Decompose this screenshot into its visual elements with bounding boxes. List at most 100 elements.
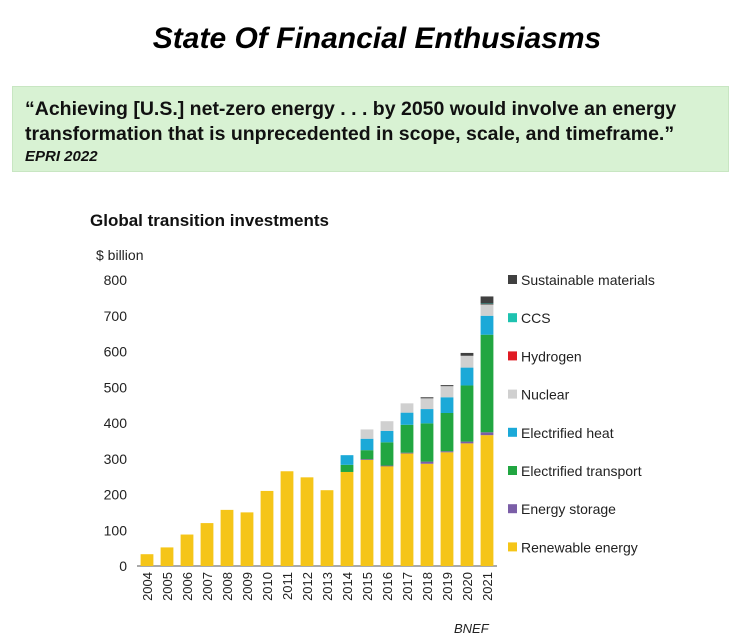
bar-segment-electrified-heat	[380, 430, 394, 443]
bar-segment-renewable-energy	[320, 490, 334, 566]
bar-segment-renewable-energy	[180, 534, 194, 566]
bar-segment-sustainable-materials	[460, 352, 474, 356]
bar-segment-energy-storage	[440, 451, 454, 453]
bar-segment-renewable-energy	[200, 523, 214, 566]
legend-swatch	[508, 275, 517, 284]
bar-segment-renewable-energy	[360, 459, 374, 566]
bar-segment-renewable-energy	[160, 547, 174, 566]
legend-swatch	[508, 313, 517, 323]
x-tick-label: 2006	[180, 572, 195, 601]
legend-label: Electrified transport	[521, 463, 642, 479]
y-axis-label: $ billion	[96, 247, 143, 263]
bar-segment-energy-storage	[360, 459, 374, 460]
quote-text: “Achieving [U.S.] net-zero energy . . . …	[25, 98, 677, 145]
chart-container: Global transition investments $ billion 0 1…	[0, 190, 754, 643]
legend-swatch	[508, 389, 517, 399]
stacked-bar-chart: Global transition investments $ billion 0 1…	[90, 211, 655, 636]
x-tick-label: 2008	[220, 572, 235, 601]
legend-label: Nuclear	[521, 387, 570, 403]
bar-segment-electrified-transport	[460, 385, 474, 442]
bar-segment-energy-storage	[380, 465, 394, 467]
bar-segment-electrified-transport	[400, 424, 414, 453]
bar-segment-renewable-energy	[240, 512, 254, 566]
bar-segment-electrified-heat	[420, 409, 434, 424]
bar-segment-electrified-transport	[340, 464, 354, 472]
chart-title: Global transition investments	[90, 211, 329, 230]
x-tick-label: 2018	[420, 572, 435, 601]
bar-segment-nuclear	[480, 304, 494, 316]
y-tick-label: 100	[104, 522, 128, 538]
bar-segment-renewable-energy	[260, 490, 274, 566]
bar-segment-electrified-heat	[480, 315, 494, 335]
bar-segment-electrified-heat	[460, 367, 474, 386]
bar-segment-nuclear	[420, 398, 434, 410]
bar-segment-nuclear	[460, 355, 474, 368]
bar-segment-energy-storage	[480, 432, 494, 436]
y-tick-label: 700	[104, 308, 128, 324]
bar-segment-electrified-heat	[340, 455, 354, 465]
legend-label: Energy storage	[521, 501, 616, 517]
bar-segment-sustainable-materials	[480, 296, 494, 304]
y-tick-label: 400	[104, 415, 128, 431]
x-tick-label: 2007	[200, 572, 215, 601]
bar-segment-renewable-energy	[440, 452, 454, 566]
quote-box: “Achieving [U.S.] net-zero energy . . . …	[12, 86, 729, 172]
legend-swatch	[508, 542, 517, 552]
y-tick-label: 800	[104, 272, 128, 288]
bar-segment-electrified-transport	[440, 412, 454, 452]
y-tick-label: 500	[104, 379, 128, 395]
x-tick-label: 2012	[300, 572, 315, 601]
bar-segment-renewable-energy	[300, 477, 314, 566]
quote-source: EPRI 2022	[25, 148, 98, 165]
bar-segment-electrified-transport	[480, 334, 494, 433]
legend-label: Sustainable materials	[521, 272, 655, 288]
x-tick-label: 2016	[380, 572, 395, 601]
chart-source: BNEF	[454, 621, 490, 636]
bar-segment-renewable-energy	[220, 509, 234, 566]
bar-segment-renewable-energy	[420, 463, 434, 566]
y-tick-label: 0	[119, 558, 127, 574]
bar-segment-nuclear	[400, 403, 414, 413]
bar-segment-electrified-transport	[380, 442, 394, 466]
bar-segment-energy-storage	[420, 461, 434, 464]
legend-label: Hydrogen	[521, 348, 582, 364]
bar-segment-renewable-energy	[460, 443, 474, 566]
x-tick-label: 2013	[320, 572, 335, 601]
y-tick-label: 200	[104, 487, 128, 503]
bar-segment-nuclear	[380, 421, 394, 431]
bar-segment-electrified-transport	[360, 450, 374, 460]
bar-segment-renewable-energy	[280, 471, 294, 566]
bar-segment-nuclear	[440, 386, 454, 398]
bar-segment-energy-storage	[400, 452, 414, 454]
bar-segment-renewable-energy	[380, 465, 394, 566]
x-tick-label: 2005	[160, 572, 175, 601]
legend-swatch	[508, 504, 517, 514]
x-tick-label: 2004	[140, 572, 155, 601]
bar-segment-electrified-heat	[440, 397, 454, 413]
x-tick-label: 2021	[480, 572, 495, 601]
x-tick-label: 2019	[440, 572, 455, 601]
x-tick-label: 2020	[460, 572, 475, 601]
x-tick-label: 2010	[260, 572, 275, 601]
x-tick-label: 2009	[240, 572, 255, 601]
page-title: State Of Financial Enthusiasms	[152, 22, 602, 55]
bar-segment-ccs	[480, 303, 494, 305]
bar-segment-renewable-energy	[400, 453, 414, 566]
bar-segment-renewable-energy	[480, 435, 494, 566]
legend-swatch	[508, 351, 517, 361]
bar-segment-electrified-transport	[420, 423, 434, 462]
legend-label: CCS	[521, 310, 551, 326]
x-tick-label: 2017	[400, 572, 415, 601]
y-tick-label: 300	[104, 451, 128, 467]
legend-label: Electrified heat	[521, 425, 614, 441]
y-tick-label: 600	[104, 344, 128, 360]
x-tick-label: 2015	[360, 572, 375, 601]
x-tick-label: 2014	[340, 572, 355, 601]
bar-segment-energy-storage	[460, 441, 474, 444]
bar-segment-renewable-energy	[340, 471, 354, 566]
bar-segment-nuclear	[360, 429, 374, 439]
bar-segment-renewable-energy	[140, 554, 154, 566]
bar-segment-electrified-heat	[360, 438, 374, 451]
legend-swatch	[508, 466, 517, 475]
legend-label: Renewable energy	[521, 539, 638, 555]
